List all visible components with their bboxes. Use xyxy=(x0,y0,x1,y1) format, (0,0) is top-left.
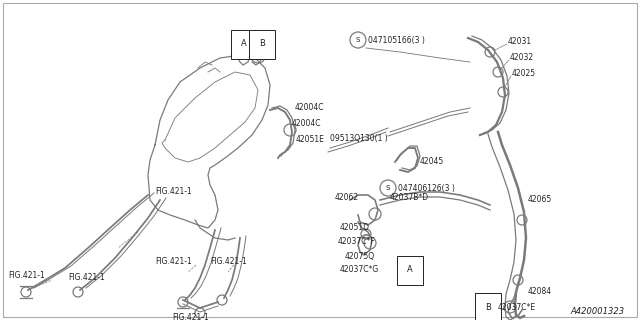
Text: 42045: 42045 xyxy=(420,157,444,166)
Text: FIG.421-1: FIG.421-1 xyxy=(155,258,192,267)
Text: FIG.421-1: FIG.421-1 xyxy=(155,188,192,196)
Text: FIG.421-1: FIG.421-1 xyxy=(68,274,105,283)
Text: 09513Q130(1 ): 09513Q130(1 ) xyxy=(330,133,388,142)
Text: FIG.421-1: FIG.421-1 xyxy=(8,270,45,279)
Text: 42075Q: 42075Q xyxy=(345,252,375,260)
Text: 047105166(3 ): 047105166(3 ) xyxy=(368,36,425,44)
Text: 42037B*D: 42037B*D xyxy=(390,194,429,203)
Text: 42031: 42031 xyxy=(508,37,532,46)
Text: 42084: 42084 xyxy=(528,287,552,297)
Text: A: A xyxy=(407,266,413,275)
Text: 42065: 42065 xyxy=(528,196,552,204)
Text: 42051D: 42051D xyxy=(340,223,370,233)
Text: 047406126(3 ): 047406126(3 ) xyxy=(398,183,455,193)
Text: S: S xyxy=(356,37,360,43)
Text: 42062: 42062 xyxy=(335,194,359,203)
Text: A420001323: A420001323 xyxy=(571,308,625,316)
Text: 42037C*G: 42037C*G xyxy=(340,266,380,275)
Text: 42004C: 42004C xyxy=(295,103,324,113)
Text: 42025: 42025 xyxy=(512,69,536,78)
Text: 42032: 42032 xyxy=(510,53,534,62)
Text: A: A xyxy=(241,39,247,49)
Text: 42037C*E: 42037C*E xyxy=(498,302,536,311)
Text: 42037C*F: 42037C*F xyxy=(338,237,376,246)
Text: 42051E: 42051E xyxy=(296,135,325,145)
Text: 42004C: 42004C xyxy=(292,119,321,129)
Text: FIG.421-1: FIG.421-1 xyxy=(210,258,247,267)
Text: B: B xyxy=(259,39,265,49)
Text: FIG.421-1: FIG.421-1 xyxy=(172,313,209,320)
Text: S: S xyxy=(386,185,390,191)
Text: B: B xyxy=(485,302,491,311)
